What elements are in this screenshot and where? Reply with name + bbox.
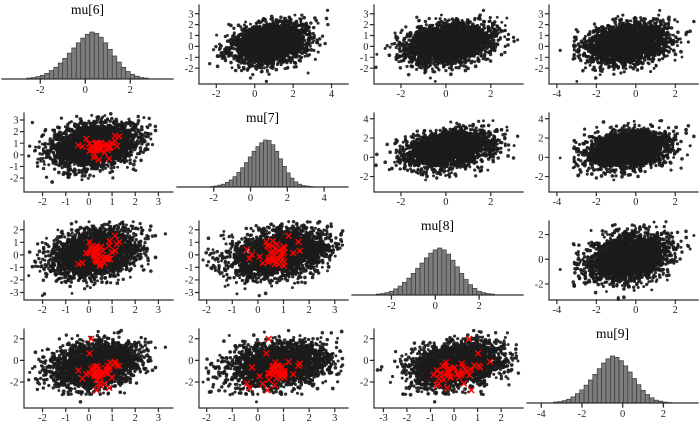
- panel-cell-hist-mu7: [175, 108, 350, 216]
- panel-cell-scatter-mu8-vs-mu6: [350, 0, 525, 108]
- scatter-mu8-vs-mu6-plot: [350, 0, 525, 108]
- panel-cell-scatter-mu9-vs-mu6: [525, 0, 700, 108]
- panel-cell-scatter-mu7-vs-mu8: [175, 216, 350, 324]
- panel-cell-scatter-mu7-vs-mu9: [175, 324, 350, 432]
- scatter-mu6-vs-mu9-plot: [0, 324, 175, 432]
- scatter-mu7-vs-mu6-plot: [175, 0, 350, 108]
- hist-mu8-histogram: [350, 216, 525, 324]
- panel-cell-hist-mu8: [350, 216, 525, 324]
- scatter-mu9-vs-mu8-plot: [525, 216, 700, 324]
- hist-mu7-histogram: [175, 108, 350, 216]
- scatter-mu8-vs-mu9-plot: [350, 324, 525, 432]
- panel-cell-scatter-mu6-vs-mu8: [0, 216, 175, 324]
- panel-cell-scatter-mu6-vs-mu7: [0, 108, 175, 216]
- panel-cell-scatter-mu8-vs-mu9: [350, 324, 525, 432]
- scatter-mu9-vs-mu7-plot: [525, 108, 700, 216]
- scatter-mu6-vs-mu7-plot: [0, 108, 175, 216]
- scatter-mu9-vs-mu6-plot: [525, 0, 700, 108]
- panel-cell-hist-mu9: [525, 324, 700, 432]
- panel-cell-scatter-mu7-vs-mu6: [175, 0, 350, 108]
- panel-cell-scatter-mu9-vs-mu8: [525, 216, 700, 324]
- scatter-mu6-vs-mu8-plot: [0, 216, 175, 324]
- panel-cell-hist-mu6: [0, 0, 175, 108]
- panel-cell-scatter-mu8-vs-mu7: [350, 108, 525, 216]
- panel-cell-scatter-mu6-vs-mu9: [0, 324, 175, 432]
- scatter-mu8-vs-mu7-plot: [350, 108, 525, 216]
- scatter-mu7-vs-mu9-plot: [175, 324, 350, 432]
- panel-cell-scatter-mu9-vs-mu7: [525, 108, 700, 216]
- hist-mu9-histogram: [525, 324, 700, 432]
- hist-mu6-histogram: [0, 0, 175, 108]
- scatter-mu7-vs-mu8-plot: [175, 216, 350, 324]
